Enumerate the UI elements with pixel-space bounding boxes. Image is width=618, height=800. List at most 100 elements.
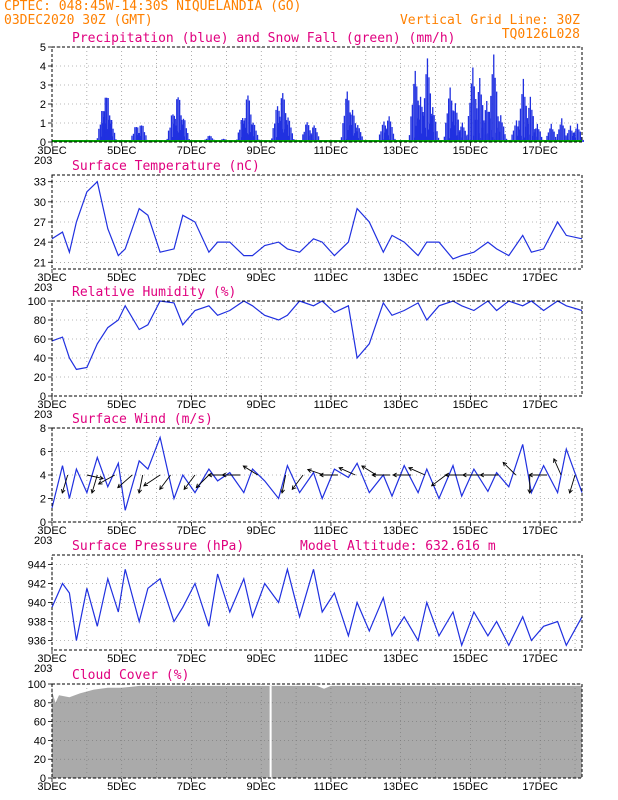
wind-arrow-head: [117, 483, 122, 489]
precip-bar: [245, 99, 248, 142]
wind-arrow-head: [371, 472, 376, 478]
precip-bar: [490, 95, 492, 142]
precip-bar: [533, 132, 536, 142]
precip-bar: [280, 98, 283, 142]
x-tick-label: 3DEC: [37, 653, 66, 665]
x-tick-label: 7DEC: [177, 781, 206, 793]
precip-bar: [433, 115, 435, 142]
precip-bar: [173, 123, 175, 142]
precip-bar: [562, 125, 564, 142]
y-tick-label: 6: [40, 447, 46, 459]
panel-wind: Surface Wind (m/s) 0 2 4 6 8 3DEC 5DEC 7DEC 9DEC 1…: [34, 412, 583, 547]
precip-bar: [482, 105, 484, 142]
precip-bar: [282, 93, 284, 142]
wind-arrow: [291, 474, 304, 491]
y-tick-label: 40: [34, 353, 46, 365]
header-code: TQ0126L028: [502, 27, 580, 42]
precip-bar: [256, 134, 259, 142]
precip-bar: [479, 78, 481, 142]
wind-arrow-head: [183, 485, 188, 491]
precip-bar: [457, 119, 459, 142]
x-tick-label: 17DEC: [522, 525, 558, 537]
precip-bar: [380, 131, 382, 142]
x-year-clipped: 203: [34, 409, 52, 421]
precip-bar: [207, 136, 209, 142]
precip-bar: [457, 135, 459, 142]
y-tick-label: 60: [34, 334, 46, 346]
wind-arrow-head: [90, 488, 96, 494]
wind-arrow-head: [97, 480, 103, 485]
precip-bar: [521, 94, 523, 142]
precip-bar: [559, 124, 561, 142]
precip-bar: [131, 135, 133, 142]
precip-bar: [340, 137, 343, 142]
precip-bar: [302, 134, 304, 142]
precip-bar: [290, 127, 292, 142]
precip-bar: [100, 136, 102, 142]
x-year-clipped: 203: [34, 282, 52, 294]
precip-bar: [276, 137, 278, 142]
y-tick-label: 27: [34, 217, 46, 229]
precip-bar: [392, 133, 395, 142]
precip-bar: [113, 132, 116, 142]
precip-bar: [456, 112, 458, 142]
precip-bar: [463, 127, 465, 142]
precip-bar: [353, 115, 355, 142]
precip-bar: [303, 131, 305, 142]
precip-bar: [474, 119, 477, 142]
precip-bar: [174, 118, 176, 142]
precip-bar: [385, 128, 387, 142]
precip-bar: [571, 130, 573, 142]
precip-bar: [288, 120, 291, 142]
precip-bar: [470, 83, 473, 142]
precip-bar: [389, 121, 392, 142]
precip-bar: [552, 129, 554, 142]
precip-bar: [515, 120, 518, 142]
precip-bar: [346, 91, 348, 142]
precip-bar: [309, 135, 311, 142]
precip-bar: [576, 123, 579, 142]
precip-bar: [487, 111, 489, 142]
precip-bar: [436, 131, 438, 142]
wind-arrow-shaft: [243, 465, 258, 476]
precip-bar: [351, 109, 354, 142]
precip-bar: [248, 100, 251, 142]
precip-bar: [384, 132, 386, 142]
precip-bar: [541, 136, 543, 142]
precip-bar: [423, 98, 426, 142]
precip-bar: [473, 86, 475, 142]
wind-arrow: [371, 472, 391, 478]
y-tick-label: 938: [28, 617, 46, 629]
precip-bar: [180, 115, 182, 142]
precip-bar: [566, 133, 569, 142]
y-tick-label: 20: [34, 372, 46, 384]
precip-bar: [427, 129, 430, 142]
x-tick-label: 17DEC: [522, 272, 558, 284]
precip-bar: [306, 122, 308, 142]
x-year-clipped: 203: [34, 155, 52, 167]
y-tick-label: 5: [40, 42, 46, 54]
precip-bar: [348, 100, 350, 142]
precip-bar: [422, 112, 424, 142]
wind-arrow-head: [338, 467, 344, 472]
precip-bar: [525, 126, 527, 142]
precip-bar: [558, 129, 560, 142]
x-tick-label: 3DEC: [37, 781, 66, 793]
precip-bar: [170, 115, 173, 142]
x-year-clipped: 203: [34, 663, 52, 675]
precip-bar: [357, 125, 359, 142]
wind-arrow: [280, 474, 287, 494]
x-tick-label: 9DEC: [247, 781, 276, 793]
y-tick-label: 8: [40, 423, 46, 435]
x-tick-label: 13DEC: [383, 781, 419, 793]
precip-bar: [529, 96, 532, 142]
precip-bar: [388, 116, 390, 142]
panel-frame: [51, 300, 583, 397]
precip-bar: [184, 120, 186, 142]
x-tick-label: 9DEC: [247, 272, 276, 284]
wind-arrow: [461, 472, 481, 478]
precip-bar: [182, 118, 185, 142]
wind-arrow-shaft: [408, 467, 426, 476]
precip-bar: [142, 125, 144, 142]
precip-bar: [549, 128, 551, 142]
